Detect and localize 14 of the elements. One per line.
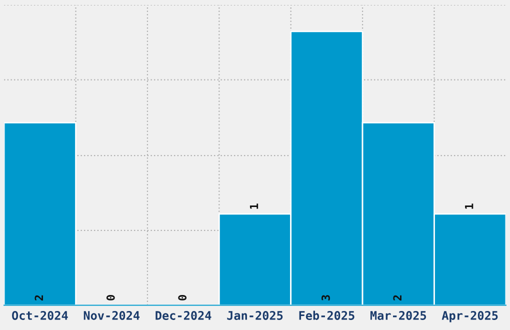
x-tick-label: Apr-2025: [442, 311, 498, 322]
x-tick-label: Mar-2025: [370, 311, 426, 320]
data-label: 3: [322, 295, 330, 300]
x-tick-label: Oct-2024: [12, 311, 68, 320]
data-label: 0: [106, 295, 115, 300]
data-label: 0: [178, 295, 187, 300]
data-label: 2: [34, 295, 43, 300]
x-tick-label: Jan-2025: [227, 311, 283, 320]
x-tick-label: Nov-2024: [84, 311, 140, 320]
data-label: 2: [393, 295, 402, 300]
x-tick-label: Feb-2025: [299, 310, 354, 320]
data-label: 1: [250, 204, 258, 209]
x-tick-label: Dec-2024: [156, 311, 212, 320]
data-label: 1: [465, 204, 474, 209]
